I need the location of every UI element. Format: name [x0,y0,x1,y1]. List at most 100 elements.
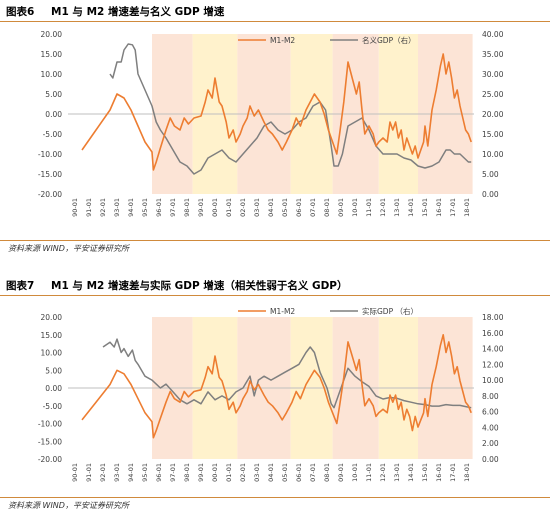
legend-label: 名义GDP（右） [362,35,416,45]
x-tick-label: 91-01 [85,463,93,482]
x-tick-label: 15-01 [421,198,429,217]
figure-7-title-rule [0,295,550,296]
x-tick-label: 14-01 [407,463,415,482]
x-tick-label: 94-01 [127,198,135,217]
x-tick-label: 92-01 [99,463,107,482]
x-tick-label: 07-01 [309,198,317,217]
y-right-tick-label: 0.00 [482,455,499,464]
y-right-tick-label: 12.00 [482,360,504,369]
y-left-tick-label: -20.00 [38,190,62,199]
y-right-tick-label: 35.00 [482,50,504,59]
x-tick-label: 06-01 [295,198,303,217]
x-tick-label: 10-01 [351,463,359,482]
x-tick-label: 18-01 [463,463,471,482]
x-tick-label: 04-01 [267,463,275,482]
figure-7-source-rule [0,497,550,498]
x-tick-label: 01-01 [225,463,233,482]
y-right-tick-label: 4.00 [482,423,499,432]
x-tick-label: 16-01 [435,463,443,482]
x-tick-label: 07-01 [309,463,317,482]
figure-6-source: 资料来源 WIND，平安证券研究所 [8,244,129,253]
x-tick-label: 02-01 [239,198,247,217]
legend-label: M1-M2 [270,307,295,316]
figure-7-title-text: M1 与 M2 增速差与实际 GDP 增速（相关性弱于名义 GDP） [51,280,348,292]
y-right-tick-label: 0.00 [482,190,499,199]
y-left-tick-label: -5.00 [43,130,63,139]
x-tick-label: 98-01 [183,463,191,482]
x-tick-label: 10-01 [351,198,359,217]
figure-6-source-rule [0,240,550,241]
x-tick-label: 09-01 [337,463,345,482]
x-tick-label: 14-01 [407,198,415,217]
figure-7-number: 图表7 [6,280,35,292]
y-left-tick-label: -10.00 [38,150,62,159]
x-tick-label: 11-01 [365,463,373,482]
y-right-tick-label: 5.00 [482,170,499,179]
x-tick-label: 17-01 [449,198,457,217]
x-tick-label: 11-01 [365,198,373,217]
figure-6-title-rule [0,21,550,22]
x-tick-label: 13-01 [393,198,401,217]
x-tick-label: 04-01 [267,198,275,217]
y-left-tick-label: 20.00 [41,30,63,39]
x-tick-label: 16-01 [435,198,443,217]
y-right-tick-label: 30.00 [482,70,504,79]
figure-7-title: 图表7 M1 与 M2 增速差与实际 GDP 增速（相关性弱于名义 GDP） [0,278,550,292]
series-line-gdp [109,43,472,175]
y-left-tick-label: 15.00 [41,331,63,340]
x-tick-label: 17-01 [449,463,457,482]
x-tick-label: 91-01 [85,198,93,217]
figure-6-number: 图表6 [6,6,35,18]
y-right-tick-label: 18.00 [482,313,504,322]
x-tick-label: 99-01 [197,463,205,482]
x-tick-label: 93-01 [113,198,121,217]
x-tick-label: 12-01 [379,198,387,217]
figure-6-title: 图表6 M1 与 M2 增速差与名义 GDP 增速 [0,4,550,18]
x-tick-label: 99-01 [197,198,205,217]
y-left-tick-label: -10.00 [38,420,62,429]
x-tick-label: 96-01 [155,463,163,482]
x-tick-label: 90-01 [71,463,79,482]
x-tick-label: 90-01 [71,198,79,217]
x-tick-label: 97-01 [169,463,177,482]
x-tick-label: 15-01 [421,463,429,482]
x-tick-label: 09-01 [337,198,345,217]
x-tick-label: 97-01 [169,198,177,217]
y-left-tick-label: 15.00 [41,50,63,59]
y-left-tick-label: 5.00 [45,90,62,99]
y-left-tick-label: 0.00 [45,110,62,119]
y-right-tick-label: 14.00 [482,345,504,354]
figure-6-chart: 20.00 15.00 10.00 5.00 0.00 -5.00 -10.00 -15.00… [38,30,504,217]
y-right-tick-label: 25.00 [482,90,504,99]
series-line-m1-m2 [81,334,472,439]
x-tick-label: 92-01 [99,198,107,217]
x-tick-label: 94-01 [127,463,135,482]
y-left-tick-label: -15.00 [38,170,62,179]
y-left-tick-label: 10.00 [41,349,63,358]
y-left-tick-label: 20.00 [41,313,63,322]
x-tick-label: 96-01 [155,198,163,217]
figure-7-chart: 20.00 15.00 10.00 5.00 0.00 -5.00 -10.00 -15.00… [38,306,504,482]
y-right-tick-label: 6.00 [482,408,499,417]
x-tick-label: 02-01 [239,463,247,482]
y-right-tick-label: 10.00 [482,376,504,385]
y-left-tick-label: 0.00 [45,384,62,393]
y-right-tick-label: 2.00 [482,439,499,448]
x-tick-label: 08-01 [323,463,331,482]
x-tick-label: 08-01 [323,198,331,217]
y-left-tick-label: -5.00 [43,402,63,411]
legend-label: M1-M2 [270,36,295,45]
legend-label: 实际GDP （右） [362,306,418,316]
x-tick-label: 05-01 [281,463,289,482]
y-right-tick-label: 40.00 [482,30,504,39]
y-left-tick-label: -20.00 [38,455,62,464]
x-tick-label: 95-01 [141,198,149,217]
x-tick-label: 05-01 [281,198,289,217]
y-right-tick-label: 10.00 [482,150,504,159]
y-right-tick-label: 15.00 [482,130,504,139]
x-tick-label: 13-01 [393,463,401,482]
figure-7-source: 资料来源 WIND，平安证券研究所 [8,501,129,510]
x-tick-label: 12-01 [379,463,387,482]
x-tick-label: 00-01 [211,198,219,217]
y-left-tick-label: -15.00 [38,437,62,446]
